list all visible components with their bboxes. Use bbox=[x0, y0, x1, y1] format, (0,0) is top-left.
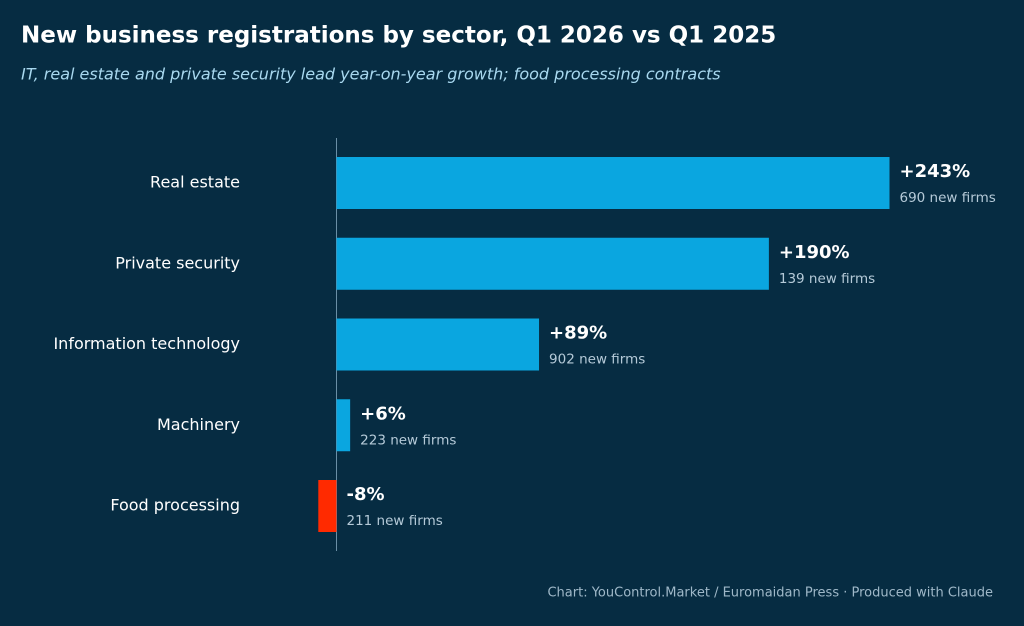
bar bbox=[336, 399, 351, 452]
category-label: Information technology bbox=[53, 334, 240, 353]
bar bbox=[336, 157, 890, 209]
source-note: Chart: YouControl.Market / Euromaidan Pr… bbox=[547, 586, 993, 601]
value-label: +243% bbox=[900, 161, 971, 182]
sublabel: 139 new firms bbox=[779, 271, 875, 287]
chart-title: New business registrations by sector, Q1… bbox=[21, 23, 776, 49]
category-label: Private security bbox=[115, 253, 240, 272]
bar bbox=[336, 237, 769, 290]
category-label: Machinery bbox=[157, 415, 240, 434]
value-label: +6% bbox=[360, 403, 406, 424]
sublabel: 211 new firms bbox=[347, 513, 443, 529]
value-label: +190% bbox=[779, 242, 850, 263]
bar bbox=[318, 480, 337, 532]
sublabel: 902 new firms bbox=[549, 352, 645, 368]
category-label: Food processing bbox=[110, 496, 240, 515]
bar bbox=[336, 318, 540, 371]
value-label: -8% bbox=[347, 484, 385, 505]
sublabel: 690 new firms bbox=[900, 190, 996, 206]
chart-subtitle: IT, real estate and private security lea… bbox=[21, 65, 721, 84]
category-label: Real estate bbox=[150, 173, 240, 192]
value-label: +89% bbox=[549, 323, 607, 344]
sublabel: 223 new firms bbox=[360, 432, 456, 448]
